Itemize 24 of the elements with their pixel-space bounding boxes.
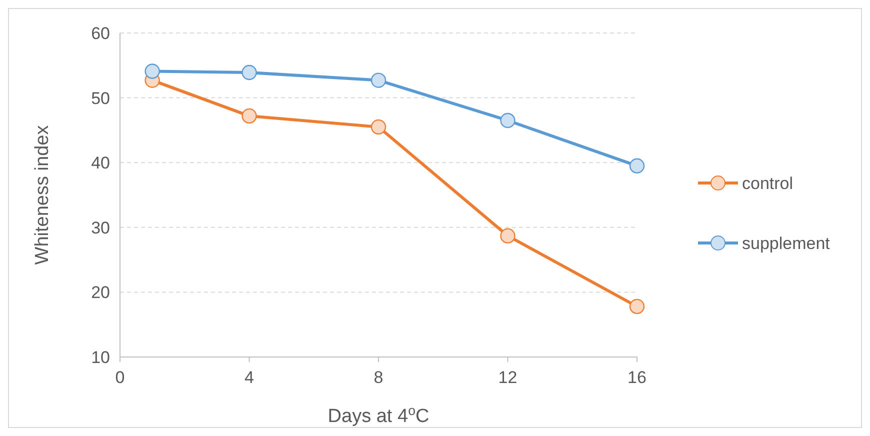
x-tick-label: 8 [374,368,384,387]
point [370,72,386,88]
y-tick-label: 40 [91,154,110,173]
point [242,108,257,124]
point [500,228,516,244]
legend-label: control [742,174,794,193]
point [500,112,516,128]
point [629,158,645,174]
point [629,298,645,314]
x-tick-label: 16 [628,368,646,387]
point [144,64,160,79]
y-axis-title: Whiteness index [32,124,53,265]
y-tick-label: 50 [91,88,110,108]
x-axis-title: Days at 4$^{o}$C [328,402,430,427]
y-tick-label: 60 [91,24,110,43]
point [242,64,257,80]
legend-label: supplement [742,234,830,253]
y-tick-label: 10 [91,348,110,367]
x-tick-label: 4 [244,368,254,387]
x-tick-label: 0 [115,368,125,387]
y-tick-label: 20 [91,283,110,302]
point [370,119,386,135]
x-tick-label: 12 [498,368,518,387]
y-tick-label: 30 [91,218,110,238]
